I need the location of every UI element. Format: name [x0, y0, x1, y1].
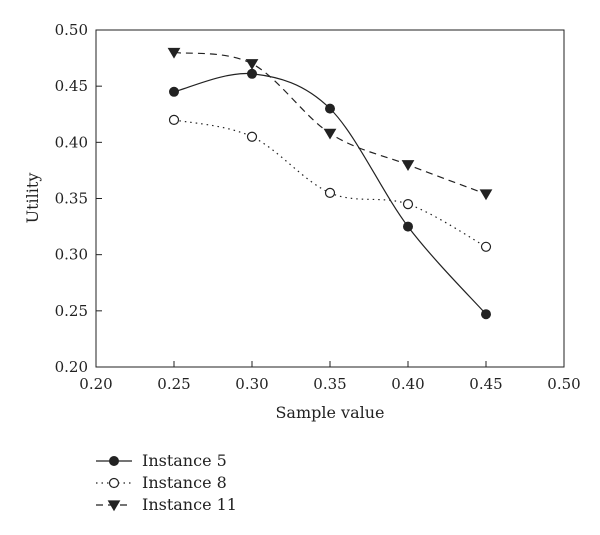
series-line	[173, 51, 487, 195]
legend-entry: Instance 11	[96, 495, 237, 514]
data-point	[480, 241, 492, 252]
data-point	[402, 199, 414, 210]
y-tick-label: 0.20	[55, 358, 88, 376]
x-tick-label: 0.50	[547, 375, 580, 393]
data-point	[246, 131, 258, 142]
data-point	[481, 309, 491, 320]
y-tick-label: 0.25	[55, 302, 88, 320]
legend-label: Instance 8	[142, 473, 227, 492]
legend-marker	[108, 477, 120, 489]
x-tick-label: 0.45	[469, 375, 502, 393]
x-tick-label: 0.25	[157, 375, 190, 393]
x-tick-label: 0.30	[235, 375, 268, 393]
x-tick-label: 0.20	[79, 375, 112, 393]
legend-marker	[107, 500, 121, 512]
legend-label: Instance 5	[142, 451, 227, 470]
legend-entry: Instance 8	[96, 473, 227, 492]
data-point	[401, 160, 415, 172]
series-1	[169, 68, 491, 320]
data-point	[479, 189, 493, 201]
plot-frame	[95, 29, 565, 368]
y-tick-label: 0.35	[55, 190, 88, 208]
y-tick-label: 0.30	[55, 246, 88, 264]
x-tick-label: 0.40	[391, 375, 424, 393]
data-point	[169, 86, 179, 97]
data-point	[245, 59, 259, 70]
x-axis-label: Sample value	[275, 403, 384, 422]
data-point	[403, 221, 413, 232]
data-point	[324, 187, 336, 198]
data-point	[247, 68, 257, 79]
legend-entry: Instance 5	[96, 451, 227, 470]
data-point	[323, 128, 337, 140]
axis-ticks: 0.20 0.25 0.30 0.35 0.40 0.45 0.50 0.20 0.25 0.30…	[55, 21, 581, 393]
x-tick-label: 0.35	[313, 375, 346, 393]
legend-marker	[109, 456, 119, 466]
y-tick-label: 0.50	[55, 21, 88, 39]
y-tick-label: 0.40	[55, 133, 88, 151]
legend-label: Instance 11	[142, 495, 237, 514]
legend: Instance 5 Instance 8 Instance 11	[96, 451, 237, 514]
data-point	[325, 103, 335, 114]
y-axis-label: Utility	[23, 173, 42, 224]
series-layer	[167, 47, 493, 320]
series-2	[168, 114, 492, 252]
series-3	[167, 47, 493, 201]
data-point	[168, 114, 180, 125]
y-tick-label: 0.45	[55, 77, 88, 95]
data-point	[167, 47, 181, 59]
